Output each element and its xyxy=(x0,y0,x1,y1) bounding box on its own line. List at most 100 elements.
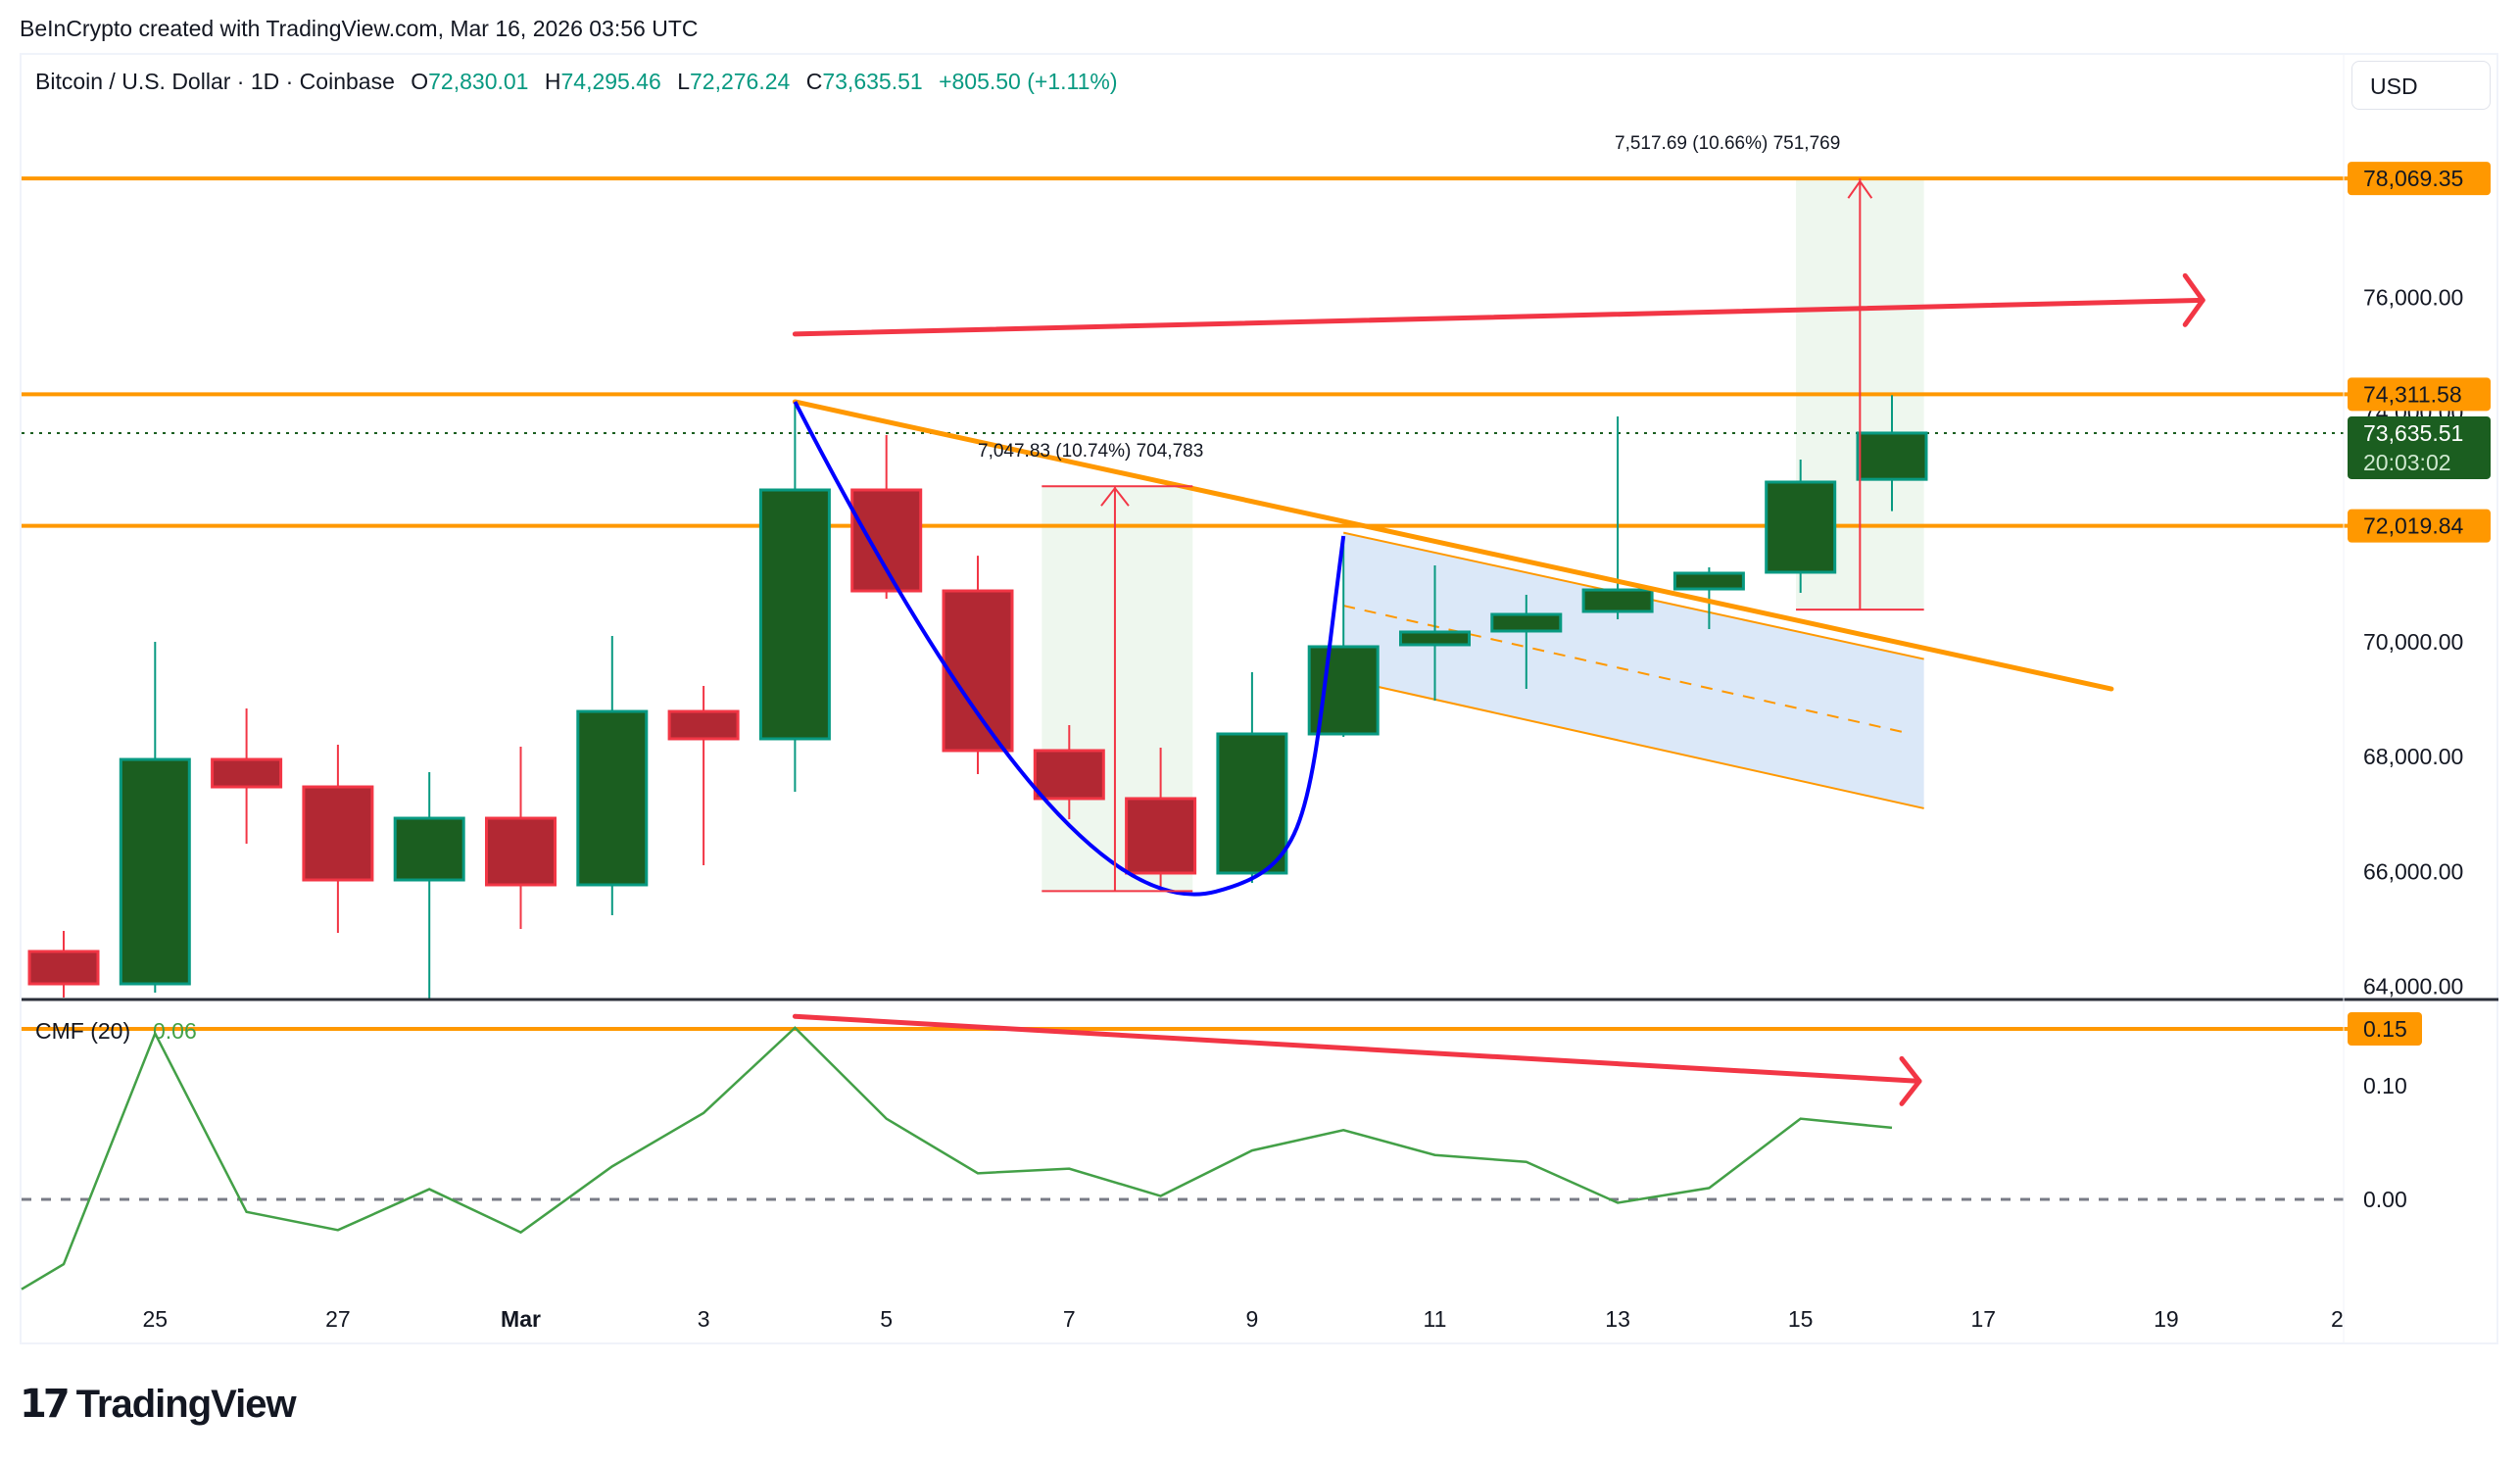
candle-body xyxy=(1490,612,1563,633)
candle-body xyxy=(302,785,374,882)
bear-candle xyxy=(942,556,1014,775)
bull-candle xyxy=(119,642,191,994)
time-tick-label: 11 xyxy=(1424,1306,1447,1332)
candle-body xyxy=(1765,480,1837,574)
candle-body xyxy=(1856,431,1928,481)
cmf-level-label: 0.15 xyxy=(2363,1016,2407,1042)
time-tick-label: 17 xyxy=(1971,1306,1997,1332)
bull-candle xyxy=(758,401,831,793)
countdown-label: 20:03:02 xyxy=(2363,450,2451,475)
time-tick-label: 25 xyxy=(143,1306,169,1332)
cmf-level-badge xyxy=(2348,1012,2422,1046)
bear-candle xyxy=(302,745,374,933)
candle-body xyxy=(393,816,465,882)
price-tick-label: 70,000.00 xyxy=(2363,629,2463,655)
cmf-trend-arrow xyxy=(792,1013,1922,1084)
bear-candle xyxy=(1033,724,1105,820)
time-tick-label: 15 xyxy=(1788,1306,1814,1332)
cmf-value: 0.06 xyxy=(153,1018,197,1044)
candle-body xyxy=(758,488,831,741)
candle-body xyxy=(211,757,283,789)
measure1-arrowhead-icon xyxy=(1100,486,1130,507)
horizontal-levels xyxy=(22,176,2351,528)
price-tick-label: 64,000.00 xyxy=(2363,974,2463,999)
time-tick-label: 19 xyxy=(2154,1306,2179,1332)
candle-body xyxy=(1216,732,1288,875)
price-tick-label: 68,000.00 xyxy=(2363,744,2463,769)
level-price-label: 74,311.58 xyxy=(2363,381,2462,407)
close-value: 73,635.51 xyxy=(822,69,923,94)
candles xyxy=(27,395,1928,1000)
bear-candle xyxy=(1125,747,1197,889)
bull-candle xyxy=(393,772,465,1000)
symbol-legend: Bitcoin / U.S. Dollar · 1D · Coinbase O 7… xyxy=(35,69,1118,95)
low-value: 72,276.24 xyxy=(690,69,791,94)
flag-mid-line xyxy=(1342,605,1911,735)
price-trend-arrow xyxy=(792,297,2205,337)
level-price-badge xyxy=(2348,162,2491,196)
price-tick-label: 66,000.00 xyxy=(2363,858,2463,884)
bear-candle xyxy=(485,747,557,929)
drawings xyxy=(792,178,2205,897)
cup-curve xyxy=(793,401,1346,897)
candle-body xyxy=(850,488,923,593)
time-tick-label: 27 xyxy=(325,1306,351,1332)
candle-body xyxy=(27,950,100,986)
bull-candle xyxy=(1581,415,1654,620)
measure-label-2: 7,517.69 (10.66%) 751,769 xyxy=(1615,133,1840,154)
tradingview-logo[interactable]: 17 TradingView xyxy=(20,1382,297,1427)
candle-body xyxy=(119,757,191,986)
bull-candle xyxy=(576,636,649,915)
candle-body xyxy=(1399,630,1471,647)
descending-trendline xyxy=(792,399,2114,692)
bear-candle xyxy=(211,707,283,844)
candle-body xyxy=(1581,588,1654,613)
cmf-line xyxy=(21,1026,1893,1291)
measure2-arrowhead-icon xyxy=(1847,179,1873,199)
candle-body xyxy=(1125,797,1197,875)
bear-candle xyxy=(27,930,100,998)
open-label: O xyxy=(411,69,429,94)
low-label: L xyxy=(677,69,690,94)
bull-candle xyxy=(1490,595,1563,689)
close-label: C xyxy=(805,69,823,94)
cmf-pane xyxy=(21,1013,2351,1291)
time-tick-label: Mar xyxy=(501,1306,541,1332)
bull-candle xyxy=(1672,566,1745,629)
candle-body xyxy=(667,709,740,741)
tradingview-wordmark: TradingView xyxy=(75,1382,297,1426)
tradingview-mark-icon: 17 xyxy=(20,1382,71,1427)
high-label: H xyxy=(544,69,561,94)
bull-candle xyxy=(1765,460,1837,594)
level-price-badge xyxy=(2348,377,2491,412)
cmf-title: CMF (20) xyxy=(35,1018,130,1044)
symbol-title[interactable]: Bitcoin / U.S. Dollar · 1D · Coinbase xyxy=(35,69,395,94)
cmf-tick-label: 0.10 xyxy=(2363,1073,2407,1098)
currency-button[interactable]: USD xyxy=(2351,61,2491,110)
axes: 76,000.0074,000.0070,000.0068,000.0066,0… xyxy=(22,55,2498,1344)
candle-body xyxy=(1672,571,1745,591)
price-arrowhead-icon xyxy=(2182,272,2205,327)
cmf-arrowhead-icon xyxy=(1899,1055,1922,1106)
candle-body xyxy=(942,589,1014,753)
level-price-label: 78,069.35 xyxy=(2363,166,2463,191)
bull-candle xyxy=(1856,395,1928,512)
candle-body xyxy=(576,709,649,887)
time-tick-label: 3 xyxy=(698,1306,710,1332)
level-price-badge xyxy=(2348,509,2491,543)
bear-candle xyxy=(850,435,923,600)
cmf-tick-label: 0.00 xyxy=(2363,1187,2407,1212)
measure-label-1: 7,047.83 (10.74%) 704,783 xyxy=(978,441,1203,462)
chart-credit: BeInCrypto created with TradingView.com,… xyxy=(20,16,699,41)
bear-candle xyxy=(667,686,740,866)
time-tick-label: 7 xyxy=(1063,1306,1076,1332)
price-tick-label: 76,000.00 xyxy=(2363,284,2463,310)
candle-body xyxy=(1033,749,1105,801)
time-tick-label: 13 xyxy=(1605,1306,1630,1332)
time-tick-label: 5 xyxy=(880,1306,893,1332)
chart-frame xyxy=(20,53,2498,1344)
bull-candle xyxy=(1216,671,1288,884)
flag-lower-line xyxy=(1342,678,1924,809)
time-tick-label: 9 xyxy=(1246,1306,1259,1332)
